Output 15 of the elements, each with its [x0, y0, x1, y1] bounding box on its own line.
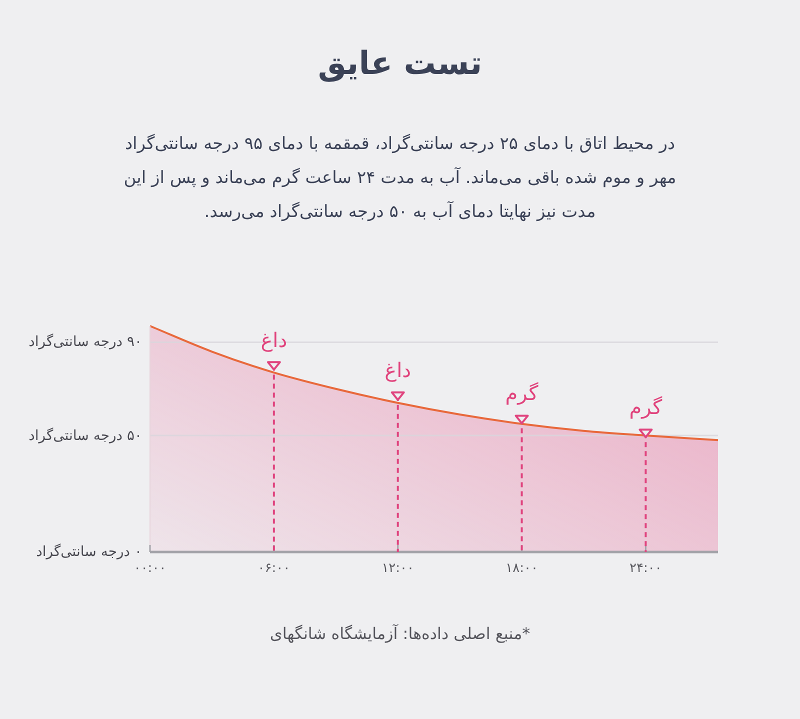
annotation: داغ: [260, 328, 288, 352]
x-tick-label: ۱۸:۰۰: [504, 561, 539, 576]
x-tick-label: ۱۲:۰۰: [380, 561, 415, 576]
y-tick-label: ۵۰ درجه سانتی‌گراد: [28, 428, 142, 444]
title: تست عایق: [316, 44, 484, 82]
y-tick-label: ۹۰ درجه سانتی‌گراد: [28, 334, 142, 350]
x-tick-label: ۲۴:۰۰: [628, 561, 663, 576]
annotation: *منبع اصلی داده‌ها: آزمایشگاه شانگهای: [268, 624, 532, 643]
x-tick-label: ۰۶:۰۰: [256, 561, 292, 576]
annotation: گرم: [504, 381, 540, 406]
annotation: گرم: [628, 395, 664, 420]
subtitle: در محیط اتاق با دمای ۲۵ درجه سانتی‌گراد، قمقمه با دمای ۹۵ درجه سانتی‌گراد مهر و موم شده باقی می‌ماند. آب به مدت ۲۴ ساعت گرم می‌ماند و پس از این مدت نیز نهایتا دمای آب به ۵۰ درجه سانتی‌گراد می‌رسد.: [122, 132, 678, 224]
annotation: داغ: [384, 358, 412, 382]
x-tick-label: ۰۰:۰۰: [132, 561, 168, 576]
y-tick-label: ۰ درجه سانتی‌گراد: [36, 544, 142, 560]
